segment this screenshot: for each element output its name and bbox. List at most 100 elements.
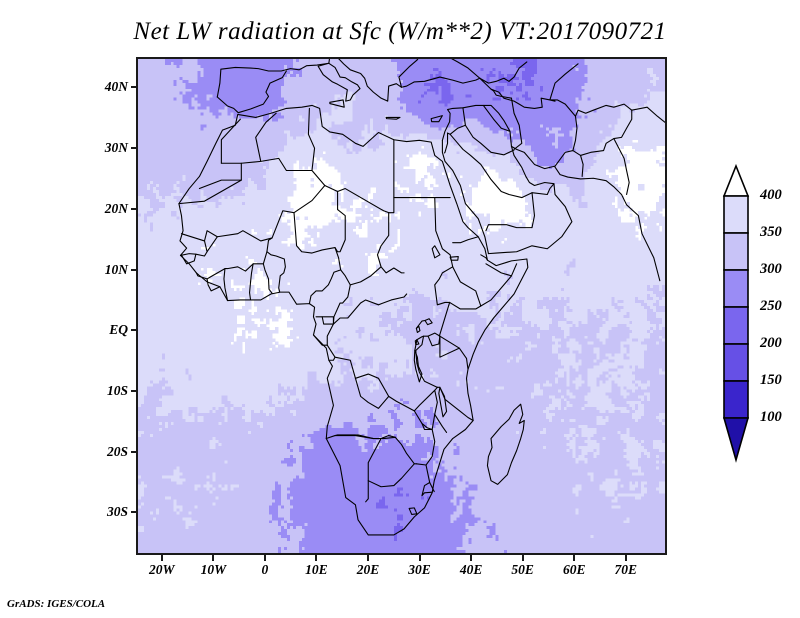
map-boundary-line [451,59,481,79]
map-boundary-line [408,507,418,515]
x-axis-tick-label: 30E [408,562,431,577]
map-boundary-line [549,99,577,117]
map-boundary-line [415,335,429,352]
colorbar-tick-label: 200 [760,335,782,351]
colorbar-band [723,306,749,345]
y-axis-tick-label: EQ [109,322,128,338]
map-boundary-line [206,236,218,253]
colorbar-tick-label: 400 [760,187,782,203]
map-boundary-line [340,266,382,286]
map-boundary-line [441,139,489,255]
colorbar-tick-label: 150 [760,372,782,388]
map-boundary-line [220,118,241,164]
map-boundary-line [430,115,443,123]
x-axis-tick [160,555,163,561]
map-boundary-line [421,422,436,466]
map-boundary-line [240,157,326,187]
map-boundary-line [441,104,661,282]
x-axis-tick [366,555,369,561]
map-boundary-line [434,197,454,306]
colorbar-tick-label: 100 [760,409,782,425]
colorbar-arrow-above-max [722,163,750,197]
grads-attribution: GrADS: IGES/COLA [7,598,106,610]
y-axis-tick [131,207,137,210]
map-boundary-line [613,138,630,196]
map-boundary-line [216,59,481,102]
map-boundary-line [443,132,449,154]
colorbar: 400 350 300 250 200 150 100 [716,163,800,463]
map-boundary-line [490,88,513,99]
map-boundary-line [334,190,346,253]
map-boundary-line [508,61,528,82]
x-axis-tick-label: 20E [356,562,380,577]
x-axis-tick [573,555,576,561]
map-boundary-line [510,97,523,150]
map-boundary-line [249,263,254,301]
map-boundary-line [415,463,435,493]
x-axis-tick-label: 20W [149,562,175,577]
x-axis-tick-label: 70E [614,562,637,577]
x-axis-tick [521,555,524,561]
map-boundary-line [480,275,513,307]
map-boundary-line [223,268,229,302]
map-boundary-line [416,335,425,341]
map-boundary-line [427,332,441,347]
map-boundary-line [307,107,316,172]
map-boundary-line [180,184,326,242]
map-boundary-line [415,325,421,334]
map-boundary-line [398,59,418,88]
map-boundary-line [266,237,286,293]
map-boundary-line [354,377,390,409]
map-boundary-line [485,192,536,232]
map-boundary-line [431,245,441,259]
colorbar-tick-label: 250 [760,298,782,314]
map-boundary-line [414,339,418,352]
map-boundary-line [480,254,488,261]
y-axis-tick-label: 30S [106,504,128,520]
x-axis-tick-label: 10E [305,562,328,577]
map-boundary-line [452,236,479,244]
map-boundary-line [367,463,415,488]
y-axis-tick [131,268,137,271]
y-axis-tick-label: 20N [104,200,128,216]
y-axis-tick [131,86,137,89]
x-axis-tick [263,555,266,561]
map-boundary-line [465,357,469,370]
x-axis-tick-label: 50E [511,562,534,577]
colorbar-band [723,380,749,419]
map-boundary-line [482,104,511,132]
x-axis-tick-label: 10W [200,562,227,577]
map-boundary-line [554,150,584,177]
map-boundary-line [255,112,277,162]
map-boundary-line [486,403,525,485]
map-boundary-line [449,266,482,310]
colorbar-band [723,232,749,271]
map-boundary-line [179,240,208,257]
page-title: Net LW radiation at Sfc (W/m**2) VT:2017… [133,18,667,45]
colorbar-band [723,195,749,234]
y-axis-tick-label: 20S [106,443,128,459]
colorbar-swatches [722,163,750,463]
map-boundary-line [485,263,518,277]
x-axis-tick-label: 0 [261,562,269,577]
map-boundary-line [439,335,460,358]
map-boundary-line [631,106,665,123]
map-boundary-line [178,104,529,536]
y-axis-tick-label: 10S [106,383,128,399]
map-boundary-line [479,77,510,84]
x-axis-tick [212,555,215,561]
y-axis-tick-label: 10N [104,261,128,277]
map-boundary-line [315,316,334,325]
map-boundary-line [388,197,395,214]
map-boundary-line [334,434,374,440]
map-boundary-line [413,410,436,431]
map-boundary-line [549,63,579,101]
map-boundary-line [394,436,417,465]
x-axis-tick-label: 40E [459,562,483,577]
x-axis-tick [315,555,318,561]
map-boundary-line [332,284,408,325]
map-boundary-line [216,70,287,114]
map-boundary-line [393,139,451,199]
colorbar-band [723,269,749,308]
